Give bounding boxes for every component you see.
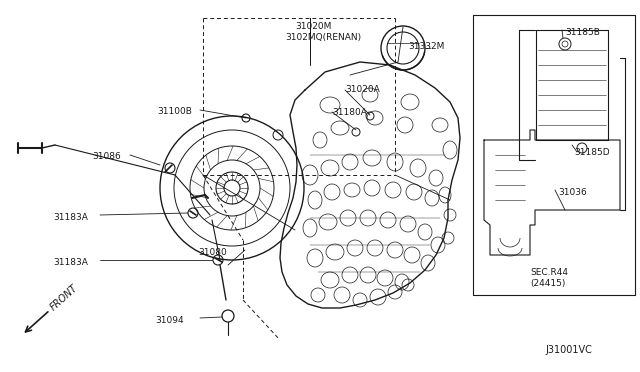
Text: 31183A: 31183A: [53, 213, 88, 222]
Text: 3102MQ(RENAN): 3102MQ(RENAN): [285, 33, 361, 42]
Text: 31185D: 31185D: [574, 148, 610, 157]
Text: 31094: 31094: [155, 316, 184, 325]
Text: 31020A: 31020A: [345, 85, 380, 94]
Text: (24415): (24415): [530, 279, 565, 288]
Text: 31020M: 31020M: [295, 22, 332, 31]
Text: J31001VC: J31001VC: [545, 345, 592, 355]
Text: 31100B: 31100B: [157, 107, 192, 116]
Text: 31332M: 31332M: [408, 42, 444, 51]
Text: 31185B: 31185B: [565, 28, 600, 37]
Text: 31080: 31080: [198, 248, 227, 257]
Text: 31086: 31086: [92, 152, 121, 161]
Text: 31036: 31036: [558, 188, 587, 197]
Text: 31180A: 31180A: [332, 108, 367, 117]
Text: SEC.R44: SEC.R44: [530, 268, 568, 277]
Text: 31183A: 31183A: [53, 258, 88, 267]
Text: FRONT: FRONT: [48, 283, 79, 312]
